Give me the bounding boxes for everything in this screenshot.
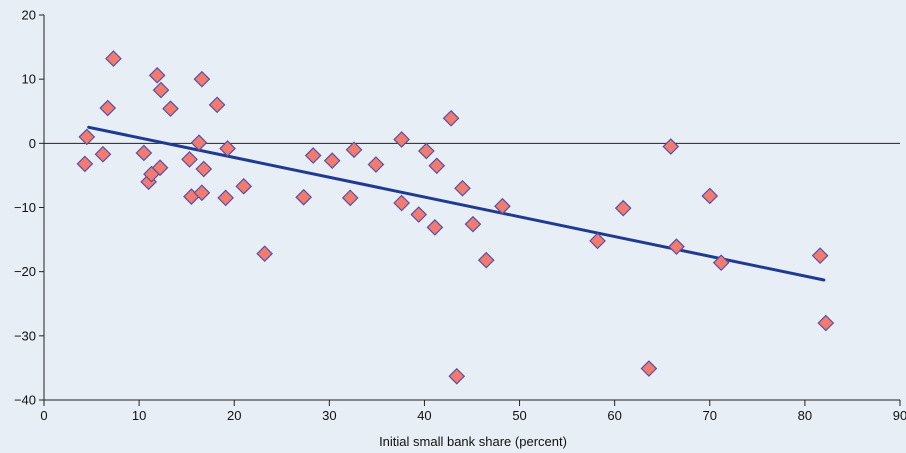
data-point <box>662 138 680 155</box>
data-points <box>76 50 835 385</box>
data-point <box>393 131 410 148</box>
x-tick-label: 40 <box>417 408 431 423</box>
data-point <box>345 141 363 159</box>
data-point <box>99 99 117 117</box>
data-point <box>426 219 444 236</box>
data-point <box>235 177 253 195</box>
data-point <box>668 238 685 255</box>
data-point <box>589 232 606 250</box>
x-tick-label: 30 <box>322 408 336 423</box>
x-tick-label: 70 <box>703 408 717 423</box>
y-tick-label: 20 <box>22 8 36 23</box>
data-point <box>135 144 153 162</box>
trend-line <box>87 125 826 282</box>
data-point <box>464 215 482 233</box>
data-point <box>295 188 313 206</box>
y-tick-label: −30 <box>14 328 36 343</box>
data-point <box>256 245 274 263</box>
data-point <box>454 179 471 197</box>
data-point <box>193 184 211 202</box>
data-point <box>410 206 428 223</box>
data-point <box>78 128 96 146</box>
tick-labels: 20 10 0 −10 −20 −30 −40 0 10 20 30 40 50 60 70 80 90 <box>14 8 906 424</box>
data-point <box>640 360 658 377</box>
x-tick-label: 60 <box>607 408 621 423</box>
y-tick-label: 0 <box>29 136 36 151</box>
y-tick-label: 10 <box>22 72 36 87</box>
data-point <box>76 155 94 173</box>
x-axis-title: Initial small bank share (percent) <box>379 434 567 449</box>
data-point <box>393 194 410 212</box>
x-tick-label: 20 <box>227 408 241 423</box>
data-point <box>152 81 170 99</box>
data-point <box>181 151 198 168</box>
trend-line-group <box>87 125 826 282</box>
data-point <box>195 160 213 178</box>
data-point <box>494 197 511 215</box>
data-point <box>105 50 122 67</box>
data-point <box>442 109 460 127</box>
y-tick-label: −10 <box>14 200 36 215</box>
data-point <box>323 152 341 170</box>
data-point <box>190 134 208 152</box>
axes <box>39 14 901 406</box>
data-point <box>712 254 730 272</box>
data-point <box>148 66 166 84</box>
x-tick-label: 0 <box>40 408 47 423</box>
data-point <box>217 189 235 207</box>
data-point <box>817 314 835 332</box>
data-point <box>477 251 495 269</box>
data-point <box>448 367 466 385</box>
data-point <box>193 70 211 88</box>
x-tick-label: 80 <box>798 408 812 423</box>
data-point <box>341 189 359 207</box>
data-point <box>162 100 179 118</box>
data-point <box>811 247 829 264</box>
x-tick-label: 10 <box>132 408 146 423</box>
data-point <box>417 142 435 160</box>
data-point <box>428 157 446 175</box>
x-tick-label: 90 <box>893 408 906 423</box>
data-point <box>367 156 385 173</box>
y-tick-label: −20 <box>14 264 36 279</box>
y-tick-label: −40 <box>14 393 36 408</box>
data-point <box>151 159 169 177</box>
x-tick-label: 50 <box>512 408 526 423</box>
data-point <box>94 145 112 163</box>
data-point <box>701 187 719 205</box>
data-point <box>614 199 632 217</box>
data-point <box>208 96 226 114</box>
data-point <box>304 147 322 164</box>
data-point <box>219 140 236 157</box>
